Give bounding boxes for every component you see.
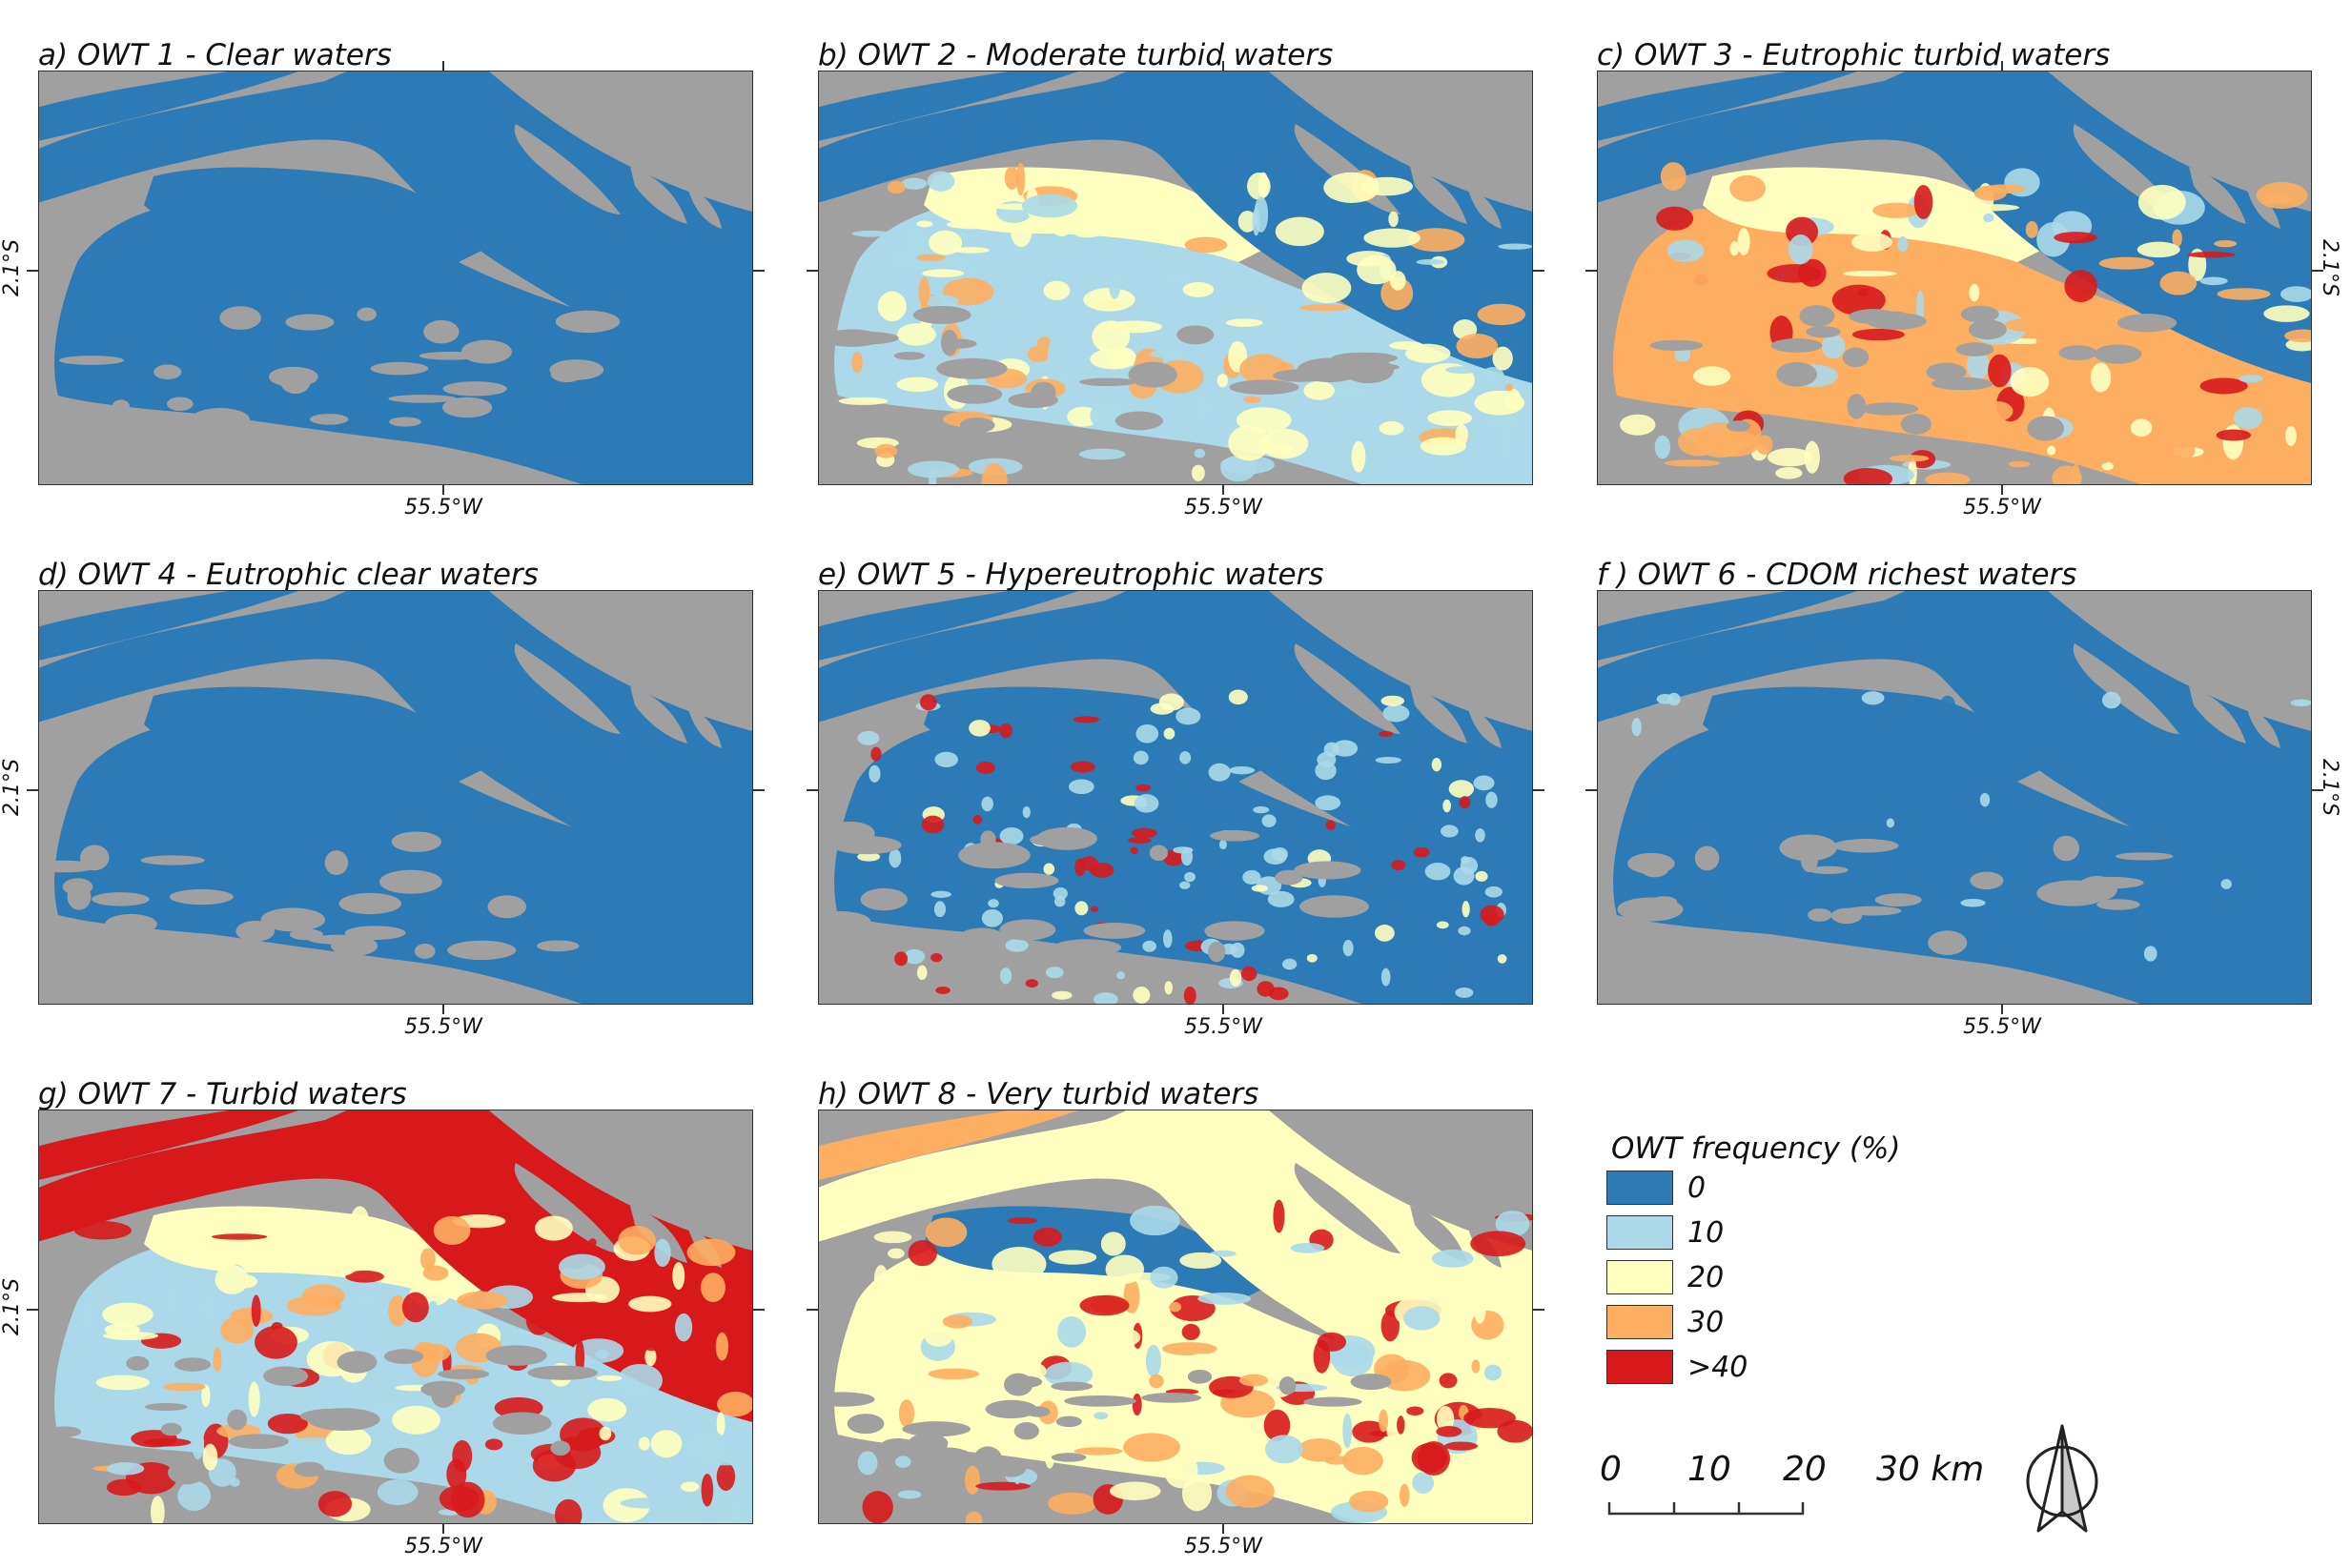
frequency-texture-e: [857, 689, 1507, 1004]
legend-swatch-30: [1606, 1305, 1673, 1339]
lon-label-b: 55.5°W: [1184, 496, 1262, 519]
scale-label-30: 30 km: [1876, 1450, 1985, 1489]
tick-bottom-c: [2001, 485, 2003, 495]
legend-swatch-0: [1606, 1171, 1673, 1205]
scale-label-20: 20: [1783, 1450, 1827, 1489]
lat-label-right-row1: 2.1°S: [2317, 239, 2341, 296]
lat-label-left-row3: 2.1°S: [0, 1278, 24, 1335]
scale-bar: [1607, 1502, 1805, 1516]
map-panel-c: [1597, 71, 2312, 485]
tick-right-a: [753, 270, 765, 272]
tick-right-g: [753, 1309, 765, 1311]
tick-right-d: [753, 789, 765, 791]
tick-left-e: [807, 789, 818, 791]
tick-bottom-g: [442, 1524, 444, 1534]
lon-label-e: 55.5°W: [1184, 1015, 1262, 1039]
land-fragments-b: [822, 305, 1400, 443]
tick-right-f: [2312, 789, 2323, 791]
land-fragments-a: [58, 306, 621, 432]
tick-right-c: [2312, 270, 2323, 272]
lon-label-f: 55.5°W: [1963, 1015, 2041, 1039]
land-fragments-e: [819, 821, 1369, 963]
land-fragments-f: [1617, 834, 2174, 955]
map-panel-f: [1597, 590, 2312, 1005]
legend-label-30: 30: [1687, 1306, 1725, 1339]
north-arrow-icon: [2026, 1424, 2098, 1533]
tick-left-g: [27, 1309, 38, 1311]
tick-left-c: [1585, 270, 1597, 272]
tick-bottom-h: [1222, 1524, 1224, 1534]
panel-title-b: b) OWT 2 - Moderate turbid waters: [818, 38, 1334, 72]
water-layer-d: [39, 591, 752, 1004]
tick-top-b: [1222, 61, 1224, 71]
map-panel-b: [818, 71, 1533, 485]
tick-left-h: [807, 1309, 818, 1311]
panel-title-h: h) OWT 8 - Very turbid waters: [818, 1077, 1259, 1111]
map-panel-e: [818, 590, 1533, 1005]
legend-swatch-10: [1606, 1215, 1673, 1250]
lon-label-h: 55.5°W: [1184, 1535, 1262, 1558]
tick-bottom-b: [1222, 485, 1224, 495]
legend-label-10: 10: [1687, 1216, 1725, 1250]
lon-label-d: 55.5°W: [404, 1015, 482, 1039]
legend-swatch-20: [1606, 1260, 1673, 1294]
legend-label-0: 0: [1687, 1171, 1707, 1205]
land-fragments-d: [39, 831, 580, 961]
tick-right-h: [1533, 1309, 1544, 1311]
lat-label-left-row2: 2.1°S: [0, 759, 24, 816]
frequency-texture-f: [1631, 691, 2311, 966]
legend-label-20: 20: [1687, 1261, 1725, 1294]
tick-left-d: [27, 789, 38, 791]
tick-bottom-d: [442, 1005, 444, 1014]
lat-label-left-row1: 2.1°S: [0, 239, 24, 296]
tick-top-c: [2001, 61, 2003, 71]
panel-title-c: c) OWT 3 - Eutrophic turbid waters: [1597, 38, 2111, 72]
frequency-texture-c: [1620, 162, 2311, 484]
map-panel-g: [38, 1110, 753, 1524]
tick-bottom-a: [442, 485, 444, 495]
water-layer-f: [1598, 591, 2311, 1004]
panel-title-g: g) OWT 7 - Turbid waters: [38, 1077, 407, 1111]
panel-title-a: a) OWT 1 - Clear waters: [38, 38, 392, 72]
scale-label-10: 10: [1687, 1450, 1731, 1489]
tick-bottom-e: [1222, 1005, 1224, 1014]
map-panel-a: [38, 71, 753, 485]
land-fragments-g: [49, 1345, 598, 1485]
scale-label-0: 0: [1600, 1450, 1622, 1489]
lon-label-g: 55.5°W: [404, 1535, 482, 1558]
panel-title-f: f ) OWT 6 - CDOM richest waters: [1597, 558, 2077, 592]
land-fragments-h: [819, 1369, 1392, 1477]
tick-right-e: [1533, 789, 1544, 791]
map-panel-d: [38, 590, 753, 1005]
tick-left-f: [1585, 789, 1597, 791]
land-fragments-c: [1649, 305, 2177, 441]
tick-right-b: [1533, 270, 1544, 272]
lon-label-a: 55.5°W: [404, 496, 482, 519]
tick-bottom-f: [2001, 1005, 2003, 1014]
map-panel-h: [818, 1110, 1533, 1524]
legend-label-40: >40: [1687, 1351, 1748, 1384]
tick-left-a: [27, 270, 38, 272]
tick-left-b: [807, 270, 818, 272]
lon-label-c: 55.5°W: [1963, 496, 2041, 519]
panel-title-e: e) OWT 5 - Hypereutrophic waters: [818, 558, 1324, 592]
panel-title-d: d) OWT 4 - Eutrophic clear waters: [38, 558, 539, 592]
lat-label-right-row2: 2.1°S: [2317, 759, 2341, 816]
frequency-texture-h: [857, 1199, 1532, 1523]
legend-swatch-40: [1606, 1350, 1673, 1384]
tick-top-a: [442, 61, 444, 71]
legend-title: OWT frequency (%): [1611, 1131, 1901, 1166]
